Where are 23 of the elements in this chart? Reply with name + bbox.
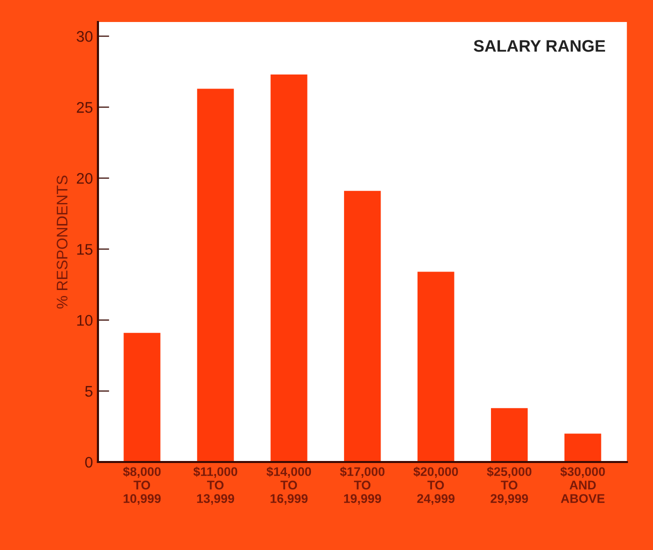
y-tick-label: 10: [77, 314, 92, 326]
y-tick-label: 15: [77, 244, 92, 255]
text: SALARY RANGE: [474, 40, 606, 52]
bar: [124, 332, 160, 462]
bar: [564, 434, 602, 462]
bar: [418, 272, 454, 462]
y-tick-label: 25: [76, 102, 92, 113]
y-tick-label: 5: [85, 386, 92, 397]
y-axis-title: % RESPONDENTS: [56, 176, 68, 309]
x-tick-label: $20,000 TO 24,999: [413, 466, 458, 505]
bar: [270, 74, 308, 462]
bar: [344, 190, 381, 462]
x-tick-label: $14,000 TO 16,999: [266, 466, 312, 505]
y-tick-label: 20: [76, 172, 92, 184]
x-tick-label: $11,000 TO 13,999: [193, 466, 238, 505]
y-tick-label: 0: [85, 456, 92, 468]
x-tick-label: $8,000 TO 10,999: [123, 466, 161, 505]
y-tick-label: 30: [76, 31, 92, 42]
bar: [197, 88, 234, 462]
x-tick-label: $17,000 TO 19,999: [340, 466, 384, 505]
x-tick-label: $30,000 AND ABOVE: [560, 466, 605, 503]
x-tick-label: $25,000 TO 29,999: [486, 466, 532, 505]
bar: [490, 408, 528, 462]
